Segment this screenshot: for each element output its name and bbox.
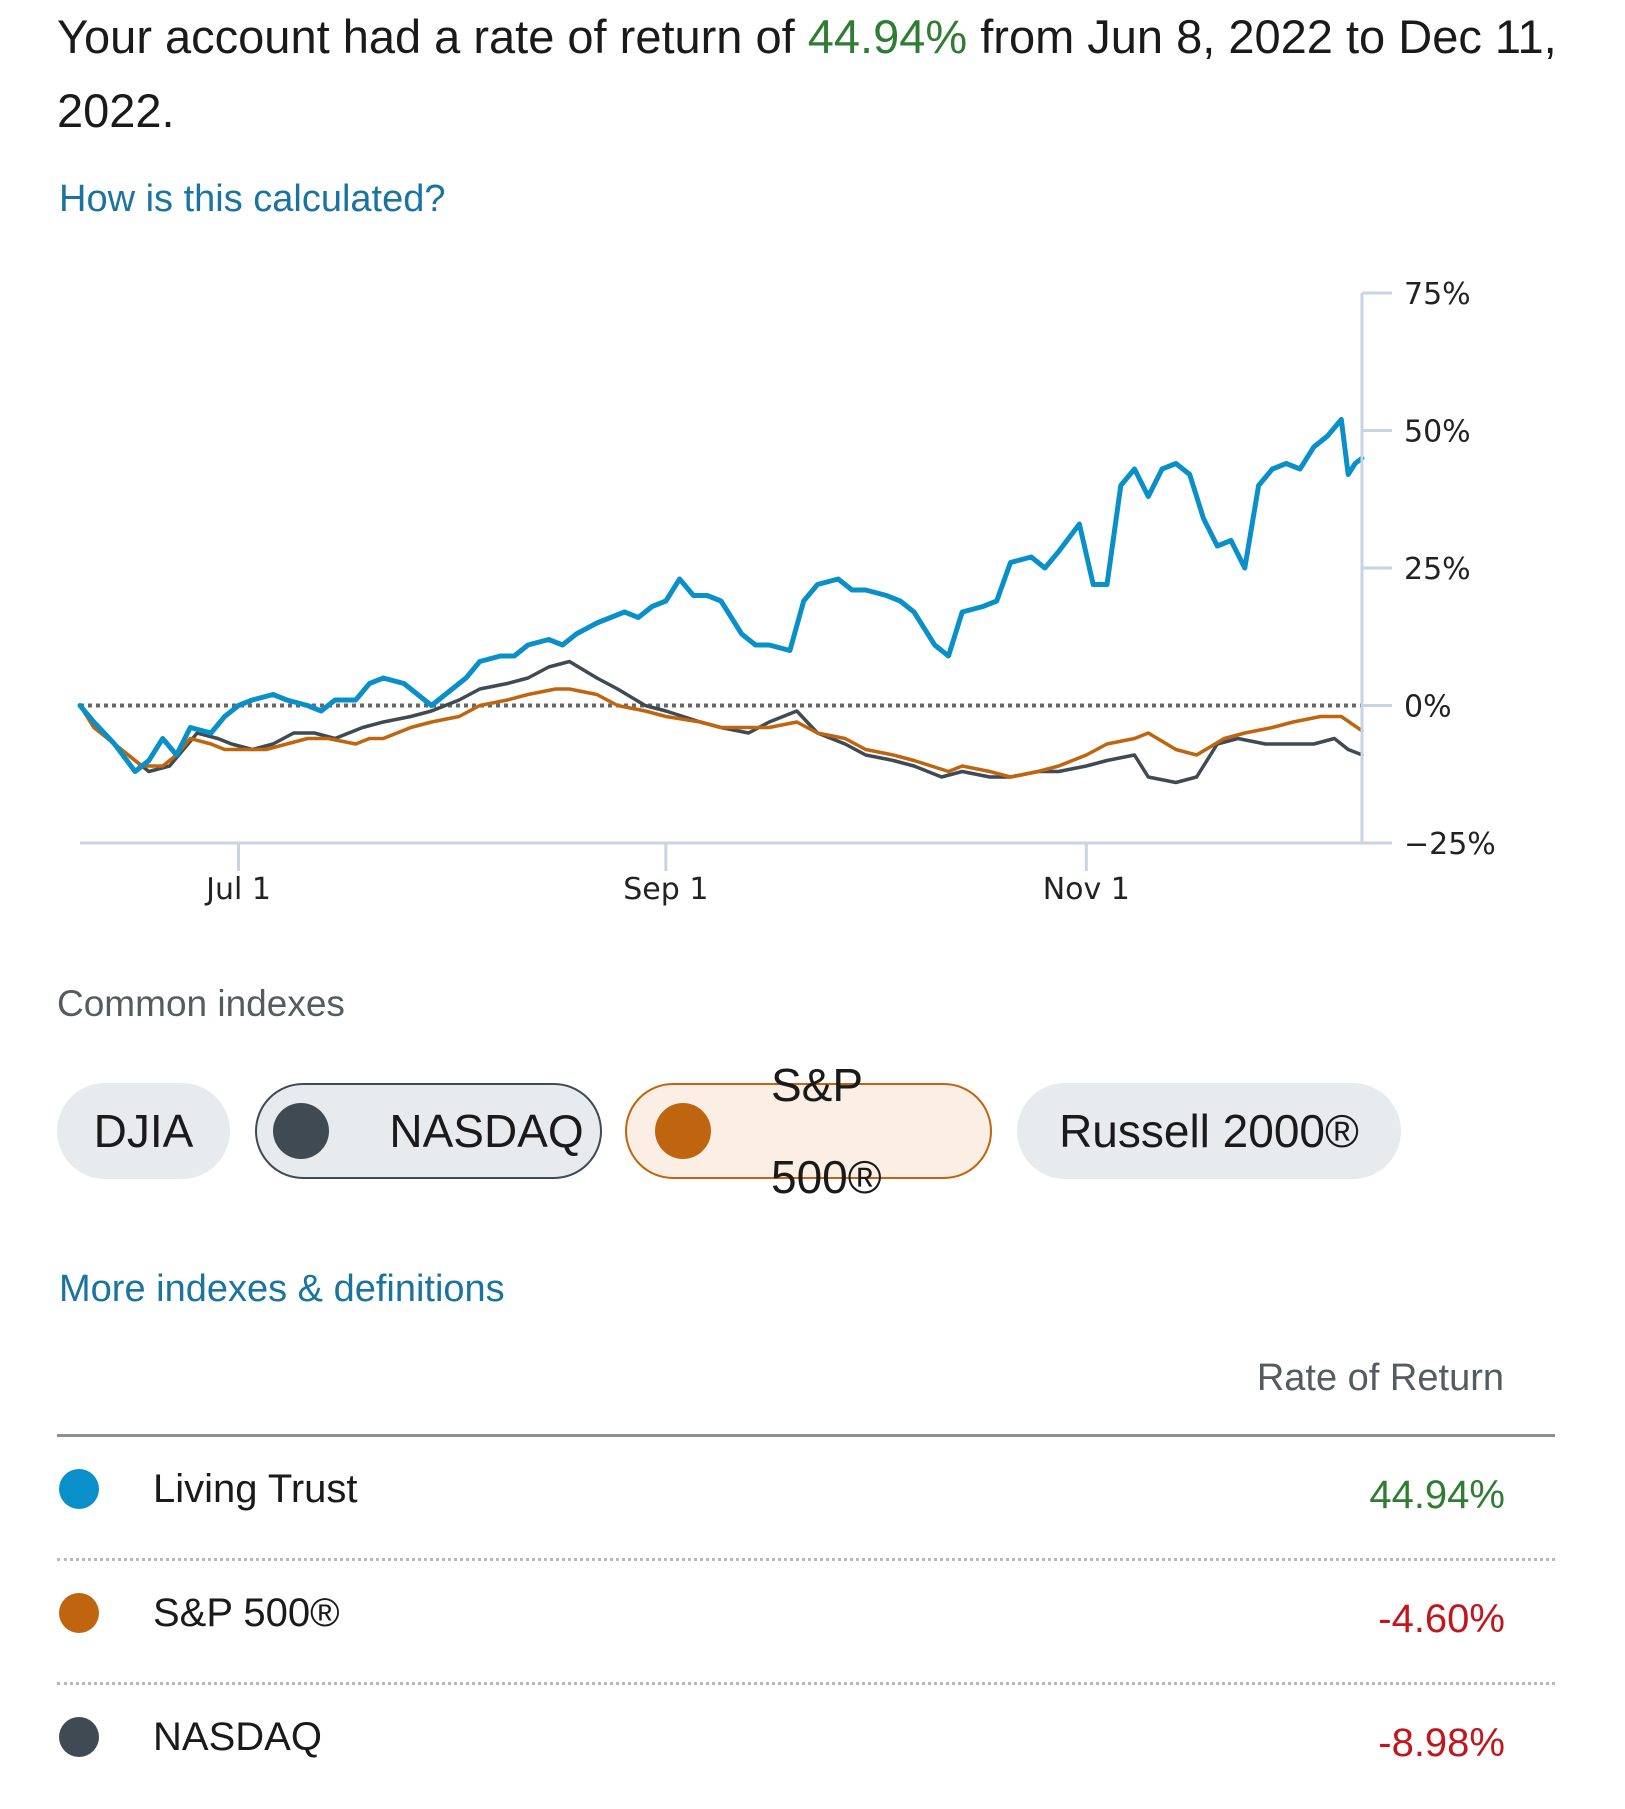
chip-nasdaq[interactable]: NASDAQ: [255, 1083, 602, 1179]
series-line-nasdaq: [78, 659, 1364, 785]
series-line-s-p-500: [78, 687, 1364, 779]
row-value: -8.98%: [1378, 1721, 1505, 1765]
y-tick-label: 0%: [1404, 690, 1452, 725]
y-tick-label: 25%: [1404, 552, 1471, 587]
table-header-rule: [57, 1434, 1555, 1437]
chip-sp500-label: S&P 500®: [771, 1059, 882, 1203]
chip-djia[interactable]: DJIA: [57, 1083, 230, 1179]
row-name: Living Trust: [153, 1467, 358, 1511]
living-trust-dot-icon: [59, 1469, 99, 1509]
summary-rate: 44.94%: [807, 10, 968, 63]
summary-prefix: Your account had a rate of return of: [57, 10, 808, 63]
chip-nasdaq-label: NASDAQ: [389, 1105, 584, 1157]
y-tick-label: 50%: [1404, 415, 1471, 450]
chip-russell-label: Russell 2000®: [1059, 1105, 1359, 1157]
row-name: NASDAQ: [153, 1715, 322, 1759]
y-tick-label: −25%: [1404, 827, 1496, 862]
row-divider: [57, 1682, 1555, 1685]
y-tick-label: 75%: [1404, 277, 1471, 312]
chip-djia-label: DJIA: [93, 1105, 194, 1157]
rate-of-return-header: Rate of Return: [1256, 1357, 1504, 1399]
chart-lines: [77, 417, 1365, 785]
table-row: NASDAQ -8.98%: [57, 1685, 1555, 1809]
row-name: S&P 500®: [153, 1591, 340, 1635]
table-row: S&P 500® -4.60%: [57, 1561, 1555, 1685]
sp500-row-dot-icon: [59, 1593, 99, 1633]
return-summary: Your account had a rate of return of 44.…: [57, 0, 1557, 148]
row-value: 44.94%: [1369, 1473, 1505, 1517]
x-tick-label: Nov 1: [1043, 872, 1130, 907]
chip-sp500[interactable]: S&P 500®: [625, 1059, 992, 1203]
more-indexes-link[interactable]: More indexes & definitions: [59, 1268, 505, 1310]
nasdaq-dot-icon: [273, 1103, 330, 1159]
common-indexes-title: Common indexes: [57, 983, 345, 1024]
x-tick-label: Sep 1: [623, 872, 708, 907]
x-tick-label: Jul 1: [204, 872, 271, 907]
chip-russell-2000[interactable]: Russell 2000®: [1017, 1083, 1401, 1179]
performance-chart: 75% 50% 25% 0% −25% Jul 1 Sep 1 Nov 1: [77, 277, 1496, 907]
row-divider: [57, 1558, 1555, 1561]
row-value: -4.60%: [1378, 1597, 1505, 1641]
table-row: Living Trust 44.94%: [57, 1437, 1555, 1561]
how-calculated-link[interactable]: How is this calculated?: [59, 178, 446, 220]
summary-suffix: from Jun 8, 2022 to Dec 11, 2022.: [57, 10, 1557, 137]
chart-axes: 75% 50% 25% 0% −25% Jul 1 Sep 1 Nov 1: [80, 277, 1496, 907]
sp500-dot-icon: [655, 1103, 711, 1159]
nasdaq-row-dot-icon: [59, 1717, 99, 1757]
series-line-living-trust: [77, 417, 1365, 774]
